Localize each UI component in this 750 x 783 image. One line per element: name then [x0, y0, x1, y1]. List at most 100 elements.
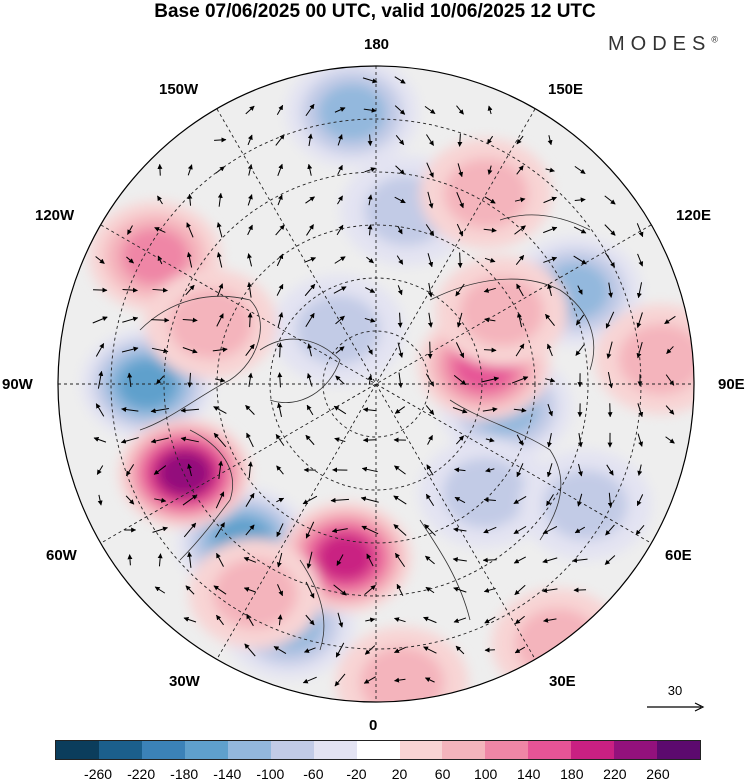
wind-arrow: [277, 312, 284, 328]
wind-arrow: [96, 465, 104, 475]
wind-arrow: [545, 377, 556, 383]
wind-arrow: [425, 405, 435, 415]
wind-arrow: [453, 617, 467, 623]
colorbar-tick-5: -60: [303, 766, 324, 782]
wind-arrow: [212, 347, 228, 353]
wind-arrow: [484, 257, 496, 263]
wind-arrow: [393, 524, 407, 536]
wind-arrow: [485, 467, 495, 473]
wind-arrow: [182, 317, 198, 323]
wind-arrow: [276, 523, 284, 538]
brand-text: MODES: [608, 33, 712, 55]
wind-arrow: [604, 224, 616, 236]
wind-arrow: [577, 463, 583, 477]
wind-arrow: [665, 405, 675, 415]
wind-arrow: [276, 104, 284, 115]
wind-arrow: [427, 253, 434, 268]
wind-arrow: [307, 133, 313, 147]
wind-arrow: [303, 647, 316, 653]
wind-arrow: [636, 223, 644, 238]
wind-arrow: [152, 526, 168, 533]
wind-arrow: [213, 432, 227, 448]
colorbar-swatch-10: [485, 741, 529, 759]
wind-arrow: [457, 252, 463, 269]
wind-arrow: [577, 433, 583, 448]
wind-arrow: [334, 107, 346, 113]
wind-arrow: [483, 347, 497, 353]
wind-arrow: [457, 163, 464, 178]
wind-arrow: [542, 525, 558, 535]
wind-arrow: [247, 194, 253, 206]
wind-arrow: [305, 614, 315, 626]
wind-arrow: [427, 282, 433, 298]
wind-arrow: [336, 224, 344, 236]
colorbar-swatch-1: [98, 741, 142, 759]
lon-label-180: 180: [364, 36, 390, 53]
wind-arrow: [245, 492, 255, 507]
wind-arrow: [607, 371, 614, 389]
wind-arrow: [395, 165, 405, 175]
wind-arrow: [604, 252, 616, 268]
wind-arrow: [425, 555, 435, 565]
wind-arrow: [277, 342, 283, 358]
wind-arrow: [360, 496, 379, 503]
wind-arrow: [337, 164, 343, 175]
wind-arrow: [394, 465, 406, 475]
wind-arrow: [394, 76, 406, 84]
colorbar-tick-4: -100: [256, 766, 285, 782]
wind-arrow: [546, 463, 553, 478]
wind-arrow: [213, 585, 227, 595]
colorbar-ticks: -260 -220 -180 -140 -100 -60 -20 20 60 100 140 180 2…: [55, 766, 701, 782]
lon-label-150e: 150E: [548, 81, 584, 98]
wind-arrow: [121, 407, 139, 412]
wind-arrow: [247, 372, 253, 387]
wind-arrow: [217, 192, 223, 207]
wind-arrow: [514, 225, 526, 235]
wind-arrow: [483, 526, 497, 534]
wind-arrow: [457, 133, 463, 147]
colorbar-swatch-11: [528, 741, 572, 759]
colorbar-swatch-12: [571, 741, 615, 759]
wind-arrow: [572, 557, 588, 563]
wind-arrow: [452, 407, 468, 414]
colorbar-swatch-14: [657, 741, 701, 759]
wind-arrow: [245, 343, 255, 356]
wind-arrow: [637, 433, 644, 447]
wind-arrow: [545, 167, 555, 173]
colorbar-swatch-9: [442, 741, 486, 759]
wind-arrow: [307, 163, 313, 176]
colorbar-swatch-0: [56, 741, 99, 759]
wind-arrow: [543, 617, 557, 623]
wind-arrow: [95, 403, 105, 417]
wind-arrow: [456, 191, 464, 209]
wind-arrow: [394, 406, 406, 414]
wind-arrow: [127, 225, 133, 235]
wind-arrow: [637, 253, 644, 267]
wind-arrow: [367, 194, 373, 206]
wind-arrow: [363, 676, 376, 684]
wind-arrow: [664, 315, 676, 325]
wind-arrow: [276, 497, 285, 503]
wind-arrow: [247, 461, 253, 479]
wind-arrow: [455, 435, 465, 445]
wind-arrow: [187, 463, 193, 477]
wind-arrow: [604, 195, 616, 205]
wind-arrow: [277, 372, 283, 388]
lon-label-90w: 90W: [2, 376, 33, 393]
wind-arrow: [455, 645, 465, 655]
wind-arrow: [187, 193, 193, 206]
wind-arrow: [396, 255, 404, 265]
wind-arrow: [546, 494, 554, 507]
wind-arrow: [394, 105, 406, 115]
wind-arrow: [605, 524, 615, 536]
wind-arrow: [367, 374, 373, 385]
wind-arrow: [394, 552, 406, 568]
wind-arrow: [396, 583, 404, 596]
colorbar-tick-12: 220: [603, 766, 627, 782]
wind-arrow: [425, 586, 435, 594]
colorbar-swatch-3: [184, 741, 228, 759]
wind-arrow: [216, 552, 224, 567]
wind-arrow: [183, 522, 197, 538]
wind-arrow: [575, 344, 585, 356]
high-anomaly-10-ring-5: [158, 451, 211, 495]
